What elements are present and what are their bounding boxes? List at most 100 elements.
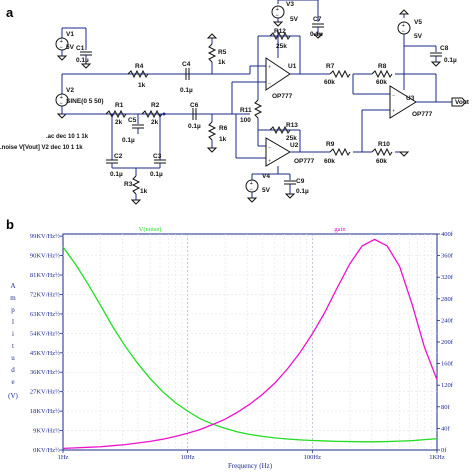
left-axis-ticks: 0KV/Hz½ 9KV/Hz½ 18KV/Hz½ 27KV/Hz½ 36KV/Hz½ 45…	[30, 233, 63, 454]
c9-capacitor: C9 0.1µ	[278, 173, 309, 199]
svg-text:+: +	[60, 95, 64, 101]
svg-text:−: −	[250, 187, 254, 193]
c9-value: 0.1µ	[296, 188, 309, 195]
left-tick-label: 63KV/Hz½	[30, 311, 60, 318]
r12-name: R12	[274, 28, 286, 35]
r2-value: 2k	[151, 119, 159, 126]
c7-capacitor: C7 0.1µ	[278, 0, 324, 39]
right-tick-label: 200f	[441, 339, 454, 346]
c3-name: C3	[153, 153, 162, 160]
svg-text:−: −	[60, 101, 64, 107]
c8-value: 0.1µ	[444, 57, 457, 64]
svg-text:+: +	[268, 65, 272, 71]
r4-resistor: R4 1k	[127, 63, 149, 89]
plot-area	[62, 233, 438, 451]
legend: V(noise) gain	[139, 226, 347, 233]
c2-capacitor: C2 0.1µ	[106, 153, 123, 178]
v3-name: V3	[286, 1, 294, 8]
c4-name: C4	[182, 61, 191, 68]
x-tick-label: 100Hz	[304, 454, 321, 461]
v5-name: V5	[414, 19, 422, 26]
v4-value: 5V	[262, 187, 271, 194]
svg-text:−: −	[402, 29, 406, 35]
right-tick-label: 400f	[441, 231, 454, 238]
y-label-char: u	[11, 354, 15, 362]
svg-text:−: −	[60, 45, 64, 51]
y-label-char: l	[12, 318, 14, 326]
x-tick-label: 1KHz	[429, 454, 445, 461]
v5-value: 5V	[414, 33, 423, 40]
u3-name: U3	[406, 95, 415, 102]
c1-name: C1	[76, 45, 85, 52]
series-line-2	[62, 238, 438, 450]
r10-resistor: R10 60k	[371, 141, 393, 165]
v5-source: + − V5 5V	[397, 9, 423, 90]
c5-capacitor: C5 0.1µ	[122, 114, 144, 144]
r8-name: R8	[378, 63, 387, 70]
x-axis-ticks: 1Hz 10Hz 100Hz 1KHz	[58, 450, 445, 461]
y-label-char: i	[12, 330, 14, 338]
c8-capacitor: C8 0.1µ	[404, 45, 457, 67]
svg-text:+: +	[276, 7, 280, 13]
left-tick-label: 72KV/Hz½	[30, 291, 60, 298]
right-tick-label: 320f	[441, 274, 454, 281]
noise-directive: .noise V[Vout] V2 dec 10 1 1k	[0, 145, 83, 151]
c3-value: 0.1µ	[150, 171, 163, 178]
u2-value: OP777	[294, 158, 315, 165]
r11-resistor: R11 100	[240, 82, 263, 146]
r13-value: 25k	[286, 135, 297, 142]
svg-text:−: −	[392, 93, 396, 99]
x-axis-label: Frequency (Hz)	[228, 462, 273, 470]
r11-name: R11	[240, 107, 252, 114]
svg-text:+: +	[60, 39, 64, 45]
legend-entry-1: V(noise)	[139, 226, 162, 233]
c8-name: C8	[440, 45, 449, 52]
svg-text:−: −	[268, 81, 272, 87]
u1-name: U1	[288, 63, 297, 70]
plot-grid	[63, 234, 437, 450]
y-label-char: e	[11, 378, 14, 386]
r10-name: R10	[378, 141, 390, 148]
left-tick-label: 54KV/Hz½	[30, 330, 60, 337]
v2-value: SINE(0 5 50)	[66, 98, 104, 105]
right-tick-label: 160f	[441, 361, 454, 368]
r8-resistor: R8 60k	[371, 63, 393, 86]
r6-value: 1k	[219, 136, 227, 143]
panel-a-label: a	[6, 5, 14, 20]
v1-source: + − V1 5V	[55, 28, 75, 61]
r9-resistor: R9 60k	[324, 141, 351, 165]
right-tick-label: 0f	[441, 447, 447, 454]
c1-value: 0.1µ	[76, 57, 89, 64]
left-tick-label: 36KV/Hz½	[30, 369, 60, 376]
r7-value: 60k	[324, 79, 335, 86]
svg-text:+: +	[250, 181, 254, 187]
c2-value: 0.1µ	[110, 171, 123, 178]
y-label-char: m	[10, 294, 16, 302]
u3-value: OP777	[412, 111, 433, 118]
v2-source: + − V2 SINE(0 5 50)	[55, 84, 104, 119]
legend-entry-2: gain	[334, 226, 346, 233]
r9-name: R9	[326, 141, 335, 148]
r3-resistor: R3 1k	[124, 168, 148, 205]
y-label-char: t	[12, 342, 14, 350]
r11-value: 100	[240, 117, 251, 124]
plot-series	[62, 238, 438, 450]
right-tick-label: 360f	[441, 253, 454, 260]
left-tick-label: 99KV/Hz½	[30, 233, 60, 240]
c6-value: 0.1µ	[188, 123, 201, 130]
r1-name: R1	[115, 102, 124, 109]
y-label-char: d	[11, 366, 15, 374]
r4-name: R4	[135, 63, 144, 70]
c1-capacitor: C1 0.1µ	[62, 27, 92, 69]
c6-name: C6	[190, 102, 199, 109]
noise-gain-chart: 0KV/Hz½ 9KV/Hz½ 18KV/Hz½ 27KV/Hz½ 36KV/Hz½ 45…	[8, 226, 454, 470]
v1-name: V1	[66, 31, 74, 38]
v3-source: + − V3 5V	[271, 0, 299, 27]
r1-value: 2k	[115, 119, 123, 126]
r12-resistor: R12 25k	[257, 28, 301, 82]
r13-name: R13	[286, 122, 298, 129]
ac-directive: .ac dec 10 1 1k	[46, 134, 89, 140]
